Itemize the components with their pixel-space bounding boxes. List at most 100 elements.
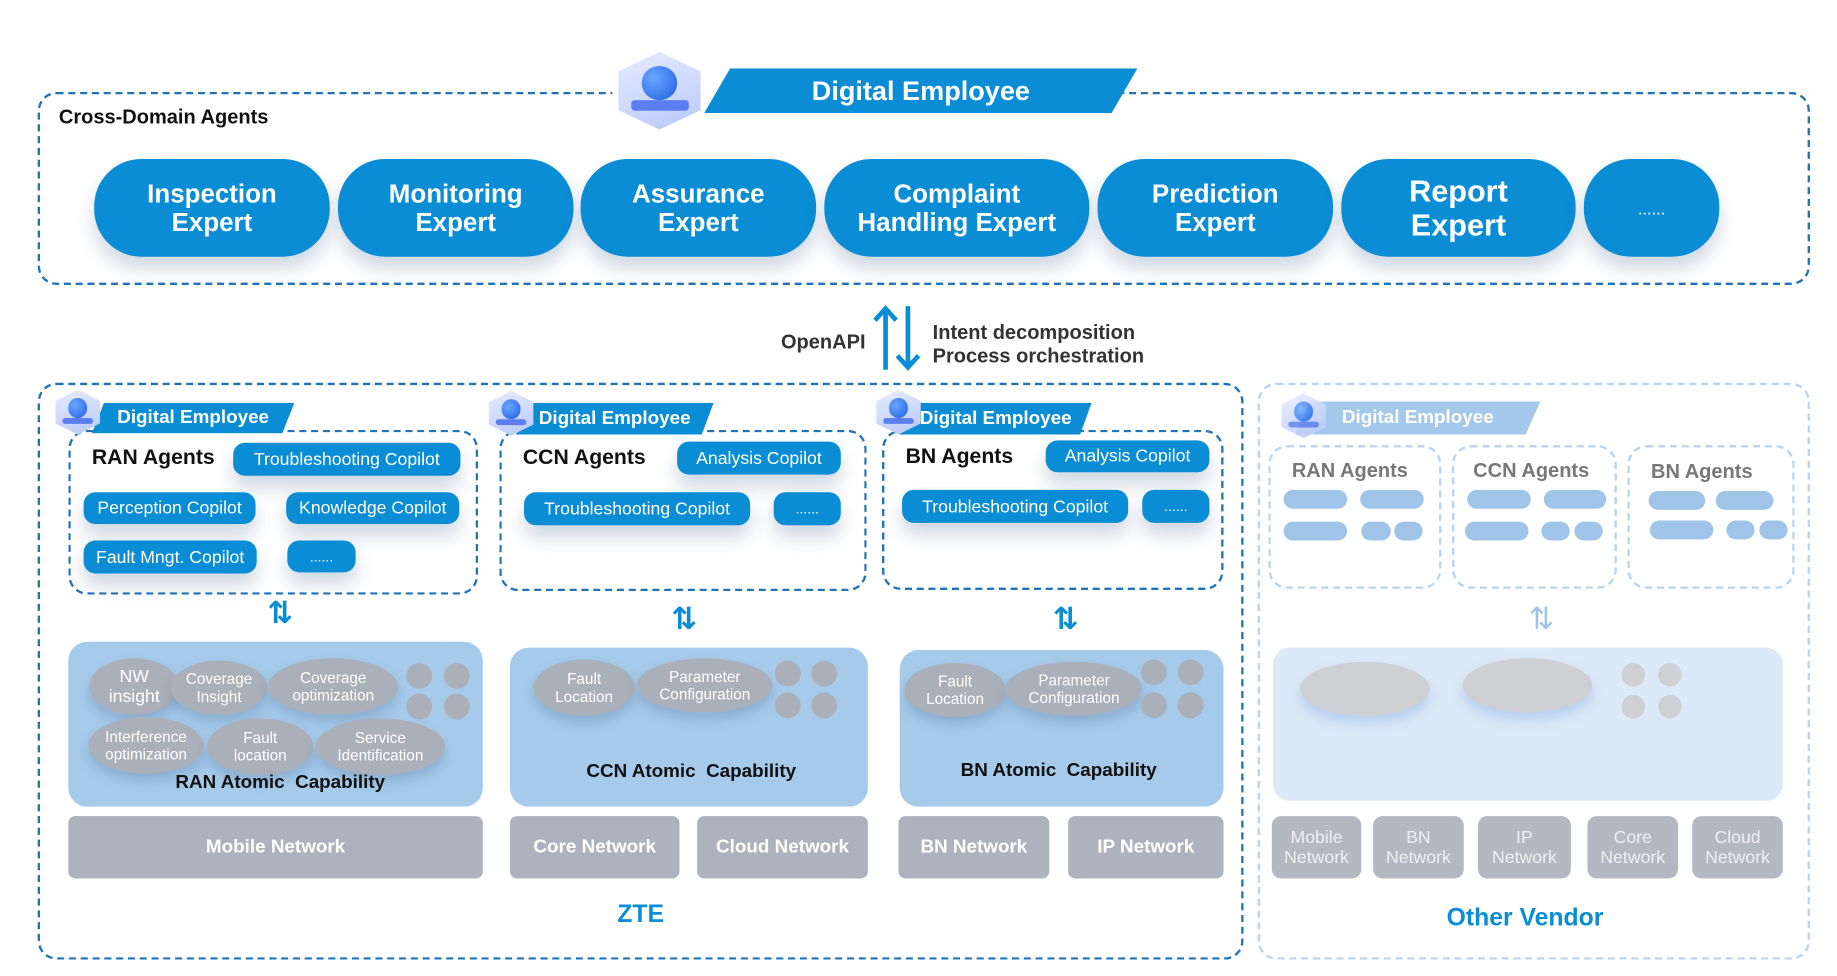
bn-more-copilots[interactable]: ...... (1142, 489, 1210, 523)
bn-agents-title: BN Agents (905, 443, 1014, 468)
capability-dot (1141, 692, 1168, 719)
capability-dot (406, 662, 433, 689)
other-network-bn: BN Network (1373, 816, 1464, 879)
bidirectional-arrow-icon: ⇅ (267, 594, 294, 631)
ccn-more-copilots[interactable]: ...... (773, 492, 841, 526)
capability-dot (811, 692, 838, 719)
intent-decomposition-label: Intent decomposition (932, 321, 1136, 344)
placeholder-bar (1726, 520, 1755, 540)
capability-fault-location: Fault location (207, 718, 314, 775)
other-ccn-agents-box (1451, 445, 1617, 589)
capability-fault-location: Fault Location (904, 662, 1006, 718)
ccn-troubleshooting-copilot[interactable]: Troubleshooting Copilot (524, 492, 751, 526)
network-bn: BN Network (898, 816, 1050, 879)
capability-dot (811, 660, 838, 687)
capability-dot (406, 693, 433, 720)
bn-troubleshooting-copilot[interactable]: Troubleshooting Copilot (902, 489, 1129, 523)
capability-service-identification: Service Identification (315, 718, 446, 775)
expert-inspection[interactable]: Inspection Expert (94, 158, 330, 257)
expert-more[interactable]: ...... (1583, 158, 1720, 257)
placeholder-dot (1621, 694, 1646, 719)
ran-more-copilots[interactable]: ...... (287, 540, 356, 573)
ccn-digital-employee-banner: Digital Employee (515, 402, 714, 435)
ccn-agents-title: CCN Agents (522, 445, 646, 469)
capability-coverage-insight: Coverage Insight (170, 660, 268, 715)
ran-fault-mngt-copilot[interactable]: Fault Mngt. Copilot (83, 540, 257, 574)
other-ran-agents-box (1268, 445, 1442, 589)
openapi-label: OpenAPI (780, 330, 866, 354)
expert-monitoring[interactable]: Monitoring Expert (337, 158, 574, 257)
placeholder-bar (1541, 521, 1570, 541)
network-ip: IP Network (1068, 816, 1224, 879)
ran-troubleshooting-copilot[interactable]: Troubleshooting Copilot (233, 442, 461, 476)
expert-complaint-handling[interactable]: Complaint Handling Expert (824, 158, 1090, 257)
bn-analysis-copilot[interactable]: Analysis Copilot (1045, 440, 1210, 473)
capability-dot (443, 693, 470, 720)
ran-perception-copilot[interactable]: Perception Copilot (83, 492, 256, 525)
bidirectional-arrow-icon: ⇅ (1528, 600, 1555, 636)
other-network-core: Core Network (1587, 816, 1679, 879)
expert-report[interactable]: Report Expert (1341, 158, 1576, 257)
capability-dot (774, 660, 801, 687)
other-vendor-label: Other Vendor (1446, 904, 1604, 932)
other-ran-agents-title: RAN Agents (1291, 459, 1408, 482)
capability-dot (1177, 659, 1204, 686)
zte-box (37, 382, 1244, 960)
placeholder-dot (1658, 662, 1682, 687)
expert-prediction[interactable]: Prediction Expert (1097, 158, 1334, 257)
placeholder-bar (1464, 521, 1529, 541)
bidirectional-arrow-icon (873, 305, 921, 371)
other-vendor-box (1257, 382, 1810, 960)
capability-dot (443, 662, 470, 689)
placeholder-bar (1360, 489, 1424, 509)
bn-digital-employee-banner: Digital Employee (899, 402, 1092, 435)
placeholder-capability (1300, 661, 1430, 716)
ccn-analysis-copilot[interactable]: Analysis Copilot (677, 441, 841, 475)
bn-atomic-capability-title: BN Atomic Capability (960, 760, 1157, 781)
placeholder-bar (1361, 521, 1391, 541)
placeholder-bar (1648, 491, 1706, 510)
capability-parameter-configuration: Parameter Configuration (637, 658, 773, 713)
capability-nw-insight: NW insight (89, 658, 179, 715)
placeholder-bar (1574, 521, 1603, 541)
process-orchestration-label: Process orchestration (932, 345, 1145, 368)
other-bn-agents-title: BN Agents (1650, 460, 1753, 483)
capability-interference-optimization: Interference optimization (88, 717, 204, 774)
other-ccn-agents-title: CCN Agents (1473, 459, 1590, 482)
ran-agents-title: RAN Agents (91, 445, 215, 469)
placeholder-bar (1649, 520, 1714, 540)
other-digital-employee-banner: Digital Employee (1295, 401, 1541, 435)
capability-dot (1141, 659, 1168, 686)
other-bn-agents-box (1627, 445, 1795, 589)
bidirectional-arrow-icon: ⇅ (671, 600, 698, 636)
network-mobile: Mobile Network (68, 816, 483, 879)
placeholder-capability (1462, 658, 1593, 713)
cross-domain-label: Cross-Domain Agents (58, 105, 269, 129)
digital-employee-robot-icon (1281, 393, 1326, 439)
ran-knowledge-copilot[interactable]: Knowledge Copilot (286, 492, 460, 525)
ccn-atomic-capability-title: CCN Atomic Capability (586, 761, 797, 782)
network-cloud: Cloud Network (697, 816, 868, 879)
network-core: Core Network (509, 816, 680, 879)
bidirectional-arrow-icon: ⇅ (1052, 600, 1079, 636)
placeholder-bar (1759, 520, 1788, 540)
expert-assurance[interactable]: Assurance Expert (580, 158, 817, 257)
placeholder-bar (1283, 489, 1348, 509)
placeholder-dot (1658, 694, 1682, 719)
placeholder-bar (1283, 521, 1348, 541)
placeholder-bar (1467, 489, 1531, 509)
other-network-cloud: Cloud Network (1692, 816, 1783, 879)
placeholder-bar (1394, 521, 1423, 541)
ran-digital-employee-banner: Digital Employee (91, 402, 295, 434)
digital-employee-banner: Digital Employee (704, 68, 1138, 114)
ran-atomic-capability-title: RAN Atomic Capability (175, 772, 386, 793)
capability-coverage-optimization: Coverage optimization (268, 658, 399, 715)
capability-dot (774, 692, 801, 719)
other-network-mobile: Mobile Network (1271, 816, 1362, 879)
capability-parameter-configuration: Parameter Configuration (1005, 661, 1143, 716)
zte-label: ZTE (617, 900, 664, 928)
placeholder-bar (1715, 491, 1774, 510)
placeholder-bar (1543, 489, 1607, 509)
capability-dot (1177, 692, 1204, 719)
